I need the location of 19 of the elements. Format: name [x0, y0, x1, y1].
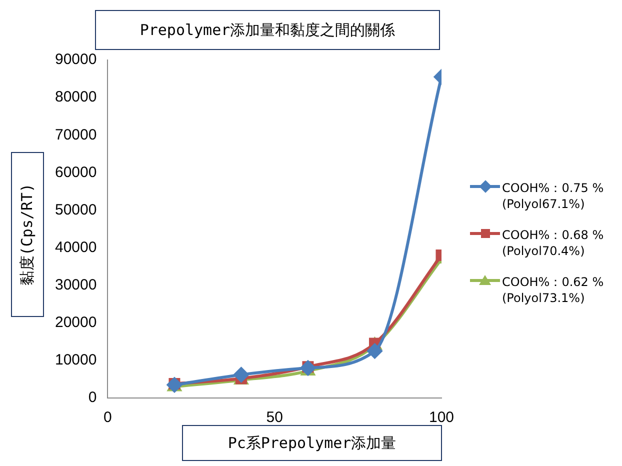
y-tick-label: 60000	[54, 164, 97, 181]
y-tick-label: 30000	[54, 276, 97, 294]
x-tick-label: 100	[428, 409, 454, 426]
legend-label: COOH%：0.75 %(Polyol67.1%)	[502, 180, 605, 211]
x-tick-label: 50	[266, 409, 283, 426]
x-axis-title: Pc系Prepolymer添加量	[182, 425, 442, 461]
y-tick-label: 80000	[54, 88, 97, 106]
chart-title: Prepolymer添加量和黏度之間的關係	[95, 10, 440, 50]
y-tick-label: 50000	[54, 201, 97, 218]
y-tick-label: 90000	[54, 51, 97, 68]
legend-label: COOH%：0.68 %(Polyol70.4%)	[502, 227, 605, 258]
y-tick-label: 20000	[54, 314, 97, 332]
x-tick-label: 0	[104, 409, 112, 426]
legend-label: COOH%：0.62 %(Polyol73.1%)	[502, 274, 605, 305]
y-axis-title: 黏度(Cps/RT)	[11, 152, 44, 317]
y-tick-label: 0	[88, 389, 97, 406]
y-tick-label: 40000	[54, 238, 97, 256]
y-tick-label: 10000	[54, 352, 97, 369]
y-tick-label: 70000	[54, 126, 97, 144]
